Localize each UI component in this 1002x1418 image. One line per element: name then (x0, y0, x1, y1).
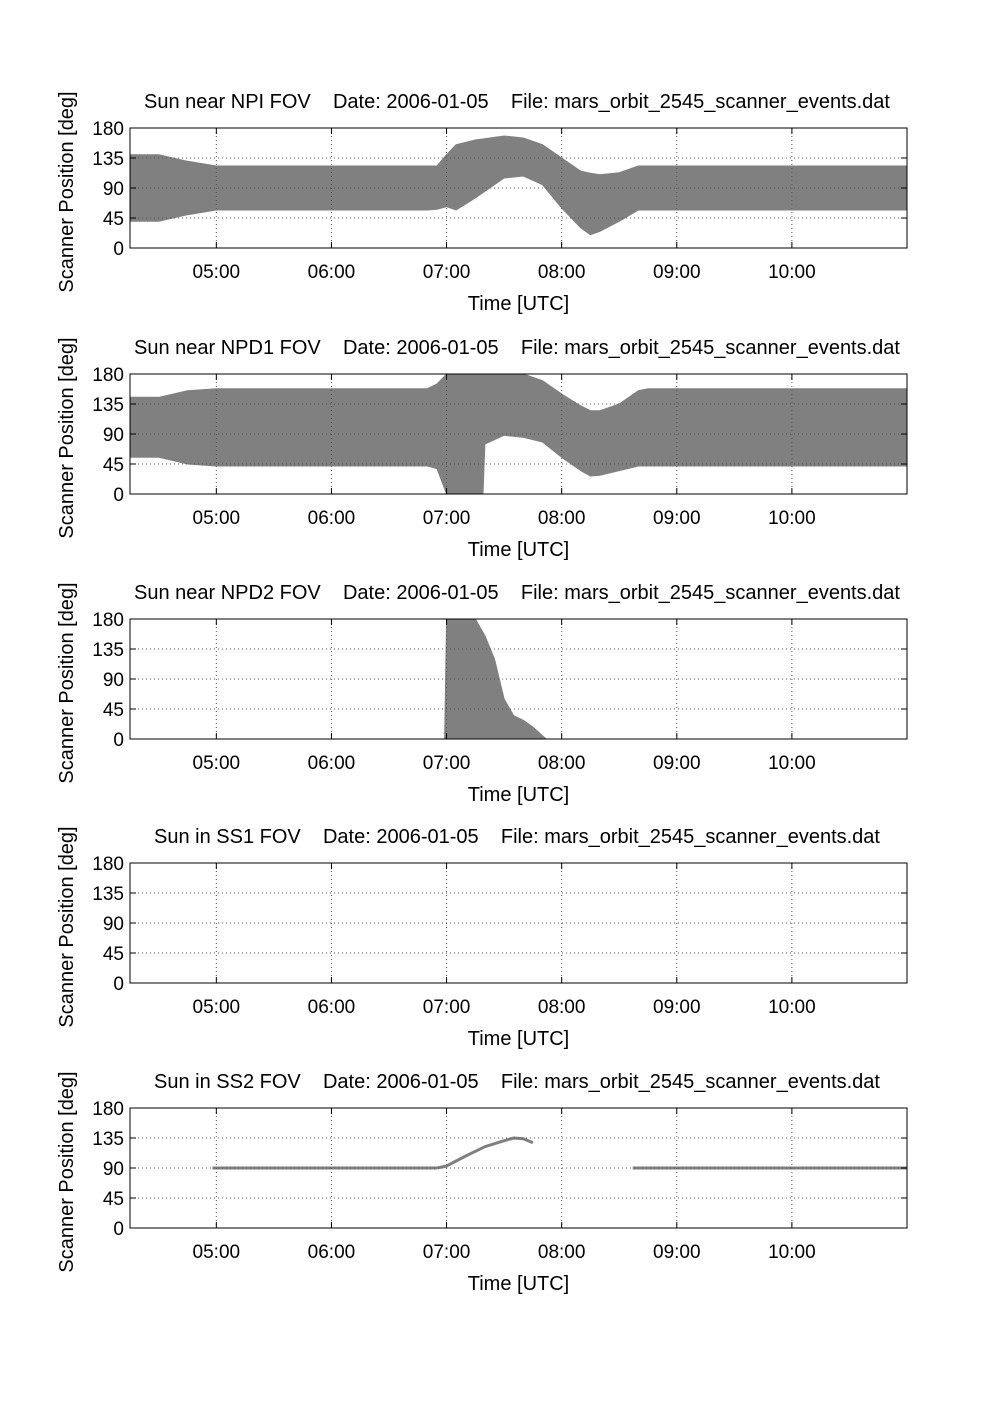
y-tick-label: 135 (92, 640, 124, 661)
y-tick-label: 135 (92, 395, 124, 416)
chart-title: Sun in SS1 FOV Date: 2006-01-05 File: ma… (154, 826, 880, 848)
y-tick-label: 0 (113, 1219, 124, 1240)
x-tick-label: 05:00 (193, 997, 241, 1018)
y-tick-label: 45 (103, 944, 124, 965)
x-tick-label: 06:00 (308, 1242, 356, 1263)
chart-title: Sun in SS2 FOV Date: 2006-01-05 File: ma… (154, 1071, 880, 1093)
x-tick-label: 08:00 (538, 262, 586, 283)
x-tick-label: 07:00 (423, 262, 471, 283)
y-axis-label: Scanner Position [deg] (56, 91, 78, 292)
y-tick-label: 180 (92, 119, 124, 140)
x-tick-label: 07:00 (423, 753, 471, 774)
x-tick-label: 05:00 (193, 1242, 241, 1263)
x-tick-label: 07:00 (423, 997, 471, 1018)
x-tick-label: 07:00 (423, 1242, 471, 1263)
x-tick-label: 06:00 (308, 753, 356, 774)
x-tick-label: 09:00 (653, 1242, 701, 1263)
x-tick-label: 09:00 (653, 262, 701, 283)
series-group (444, 618, 548, 740)
y-tick-label: 135 (92, 1129, 124, 1150)
x-tick-label: 07:00 (423, 508, 471, 529)
series-group (129, 135, 908, 236)
x-tick-label: 10:00 (768, 508, 816, 529)
series-group (212, 1136, 907, 1170)
y-tick-label: 180 (92, 1099, 124, 1120)
y-tick-label: 45 (103, 1189, 124, 1210)
y-axis-label: Scanner Position [deg] (56, 582, 78, 783)
y-tick-label: 90 (103, 670, 124, 691)
y-tick-label: 180 (92, 854, 124, 875)
y-tick-label: 45 (103, 455, 124, 476)
x-axis-label: Time [UTC] (468, 539, 569, 561)
coverage-band-1 (444, 618, 548, 740)
y-axis-label: Scanner Position [deg] (56, 1071, 78, 1272)
x-axis-label: Time [UTC] (468, 293, 569, 315)
chart-title: Sun near NPI FOV Date: 2006-01-05 File: … (144, 91, 890, 113)
x-axis-label: Time [UTC] (468, 784, 569, 806)
x-tick-label: 08:00 (538, 508, 586, 529)
y-tick-label: 90 (103, 1159, 124, 1180)
x-tick-label: 06:00 (308, 508, 356, 529)
x-tick-label: 06:00 (308, 262, 356, 283)
y-tick-label: 90 (103, 425, 124, 446)
y-tick-label: 90 (103, 179, 124, 200)
y-tick-label: 180 (92, 610, 124, 631)
x-tick-label: 08:00 (538, 1242, 586, 1263)
x-tick-label: 05:00 (193, 262, 241, 283)
y-tick-label: 0 (113, 485, 124, 506)
x-tick-label: 09:00 (653, 997, 701, 1018)
y-tick-label: 45 (103, 700, 124, 721)
y-tick-label: 135 (92, 149, 124, 170)
y-tick-label: 0 (113, 239, 124, 260)
coverage-band-1 (129, 135, 908, 236)
x-tick-label: 08:00 (538, 753, 586, 774)
y-tick-label: 0 (113, 974, 124, 995)
x-tick-label: 05:00 (193, 753, 241, 774)
x-axis-label: Time [UTC] (468, 1273, 569, 1295)
chart-panel-5: Sun in SS2 FOV Date: 2006-01-05 File: ma… (56, 1071, 908, 1295)
y-tick-label: 90 (103, 914, 124, 935)
x-tick-label: 05:00 (193, 508, 241, 529)
chart-panel-1: Sun near NPI FOV Date: 2006-01-05 File: … (56, 91, 908, 315)
chart-title: Sun near NPD1 FOV Date: 2006-01-05 File:… (134, 337, 900, 359)
chart-panel-3: Sun near NPD2 FOV Date: 2006-01-05 File:… (56, 582, 908, 806)
x-tick-label: 09:00 (653, 508, 701, 529)
y-axis-label: Scanner Position [deg] (56, 337, 78, 538)
y-tick-label: 180 (92, 365, 124, 386)
y-tick-label: 45 (103, 209, 124, 230)
x-tick-label: 10:00 (768, 1242, 816, 1263)
x-tick-label: 10:00 (768, 262, 816, 283)
sun-track-line-2 (436, 1136, 534, 1170)
chart-panel-2: Sun near NPD1 FOV Date: 2006-01-05 File:… (56, 337, 908, 561)
y-tick-label: 0 (113, 730, 124, 751)
x-tick-label: 08:00 (538, 997, 586, 1018)
chart-title: Sun near NPD2 FOV Date: 2006-01-05 File:… (134, 582, 900, 604)
x-tick-label: 10:00 (768, 997, 816, 1018)
chart-panel-4: Sun in SS1 FOV Date: 2006-01-05 File: ma… (56, 826, 908, 1050)
x-tick-label: 09:00 (653, 753, 701, 774)
x-tick-label: 10:00 (768, 753, 816, 774)
y-tick-label: 135 (92, 884, 124, 905)
x-tick-label: 06:00 (308, 997, 356, 1018)
x-axis-label: Time [UTC] (468, 1028, 569, 1050)
y-axis-label: Scanner Position [deg] (56, 826, 78, 1027)
